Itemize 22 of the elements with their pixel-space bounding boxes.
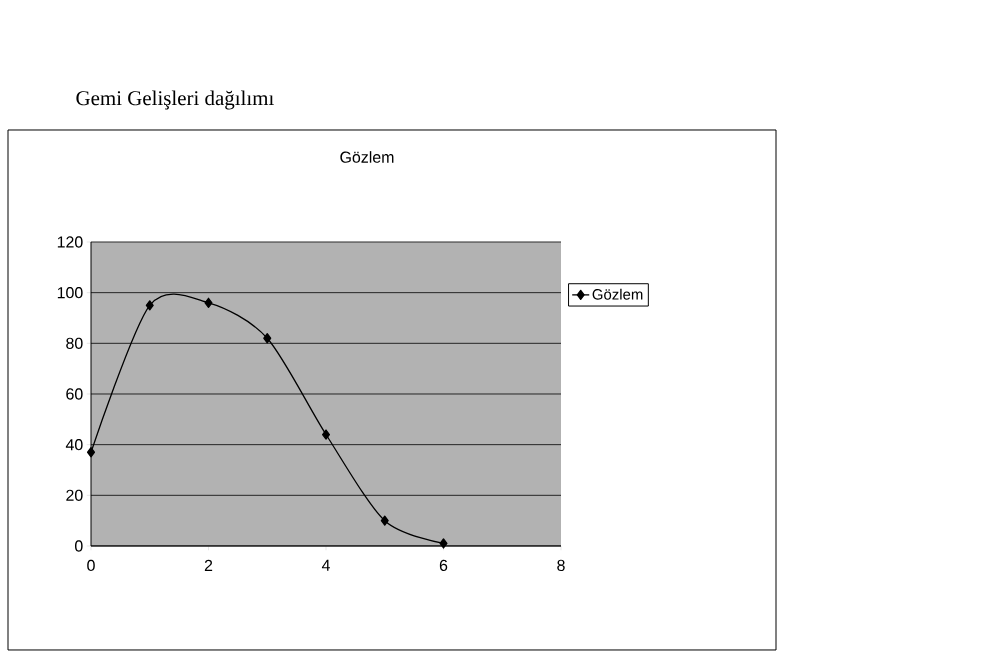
y-tick-label: 60	[66, 388, 83, 400]
point	[145, 300, 154, 311]
y-tick-label: 0	[75, 540, 83, 552]
y-tick-label: 120	[57, 236, 83, 248]
point	[380, 515, 389, 526]
chart-title: Gemi Gelişleri dağılımı	[76, 90, 274, 110]
y-tick-label: 100	[57, 287, 83, 299]
legend-label: Gözlem	[592, 288, 643, 300]
point	[86, 447, 96, 458]
x-tick-label: 6	[439, 559, 448, 572]
y-tick-label: 80	[66, 337, 83, 349]
point	[263, 333, 272, 344]
y-tick-label: 20	[66, 489, 83, 501]
point	[439, 538, 448, 549]
chart-subtitle: Gözlem	[340, 151, 394, 163]
x-tick-label: 8	[557, 559, 565, 572]
point	[321, 429, 331, 440]
y-tick-label: 40	[65, 439, 83, 451]
x-tick-label: 0	[87, 559, 95, 572]
x-tick-label: 2	[204, 559, 213, 571]
point	[204, 297, 213, 308]
x-tick-label: 4	[321, 559, 330, 571]
